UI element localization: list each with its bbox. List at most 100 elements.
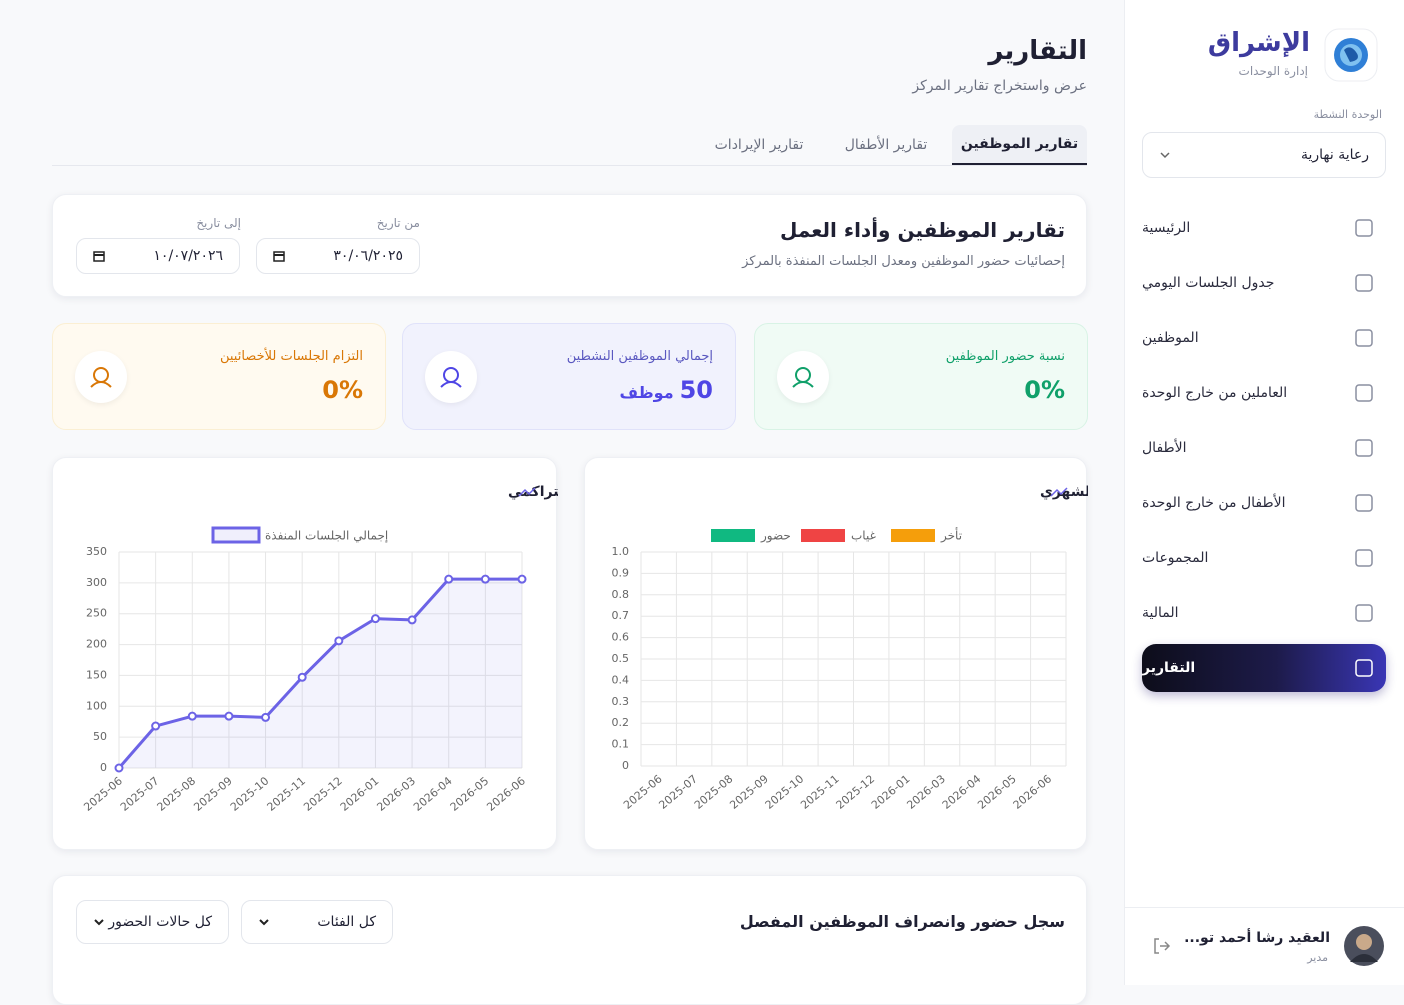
legend-label: حضور — [760, 529, 791, 544]
nav-item[interactable]: جدول الجلسات اليومي — [1142, 259, 1386, 307]
icon — [440, 367, 462, 388]
tab[interactable]: تقارير الإيرادات — [714, 137, 804, 153]
point — [297, 672, 307, 682]
unit-label: الوحدة النشطة — [1313, 108, 1382, 121]
nav-icon — [1355, 329, 1373, 347]
nav-label: المالية — [1142, 605, 1179, 621]
x-tick-label: 2026-04 — [411, 774, 455, 814]
point — [444, 574, 454, 584]
nav-icon — [1355, 549, 1373, 567]
stat-icon — [425, 351, 477, 403]
y-tick-label: 0 — [100, 761, 107, 774]
status-filter[interactable]: كل حالات الحضور — [76, 900, 229, 944]
point — [407, 615, 417, 625]
icon-shape — [1355, 659, 1373, 677]
from-label: من تاريخ — [376, 216, 420, 230]
tab[interactable]: تقارير الأطفال — [844, 137, 928, 153]
y-tick-label: 0 — [622, 759, 629, 772]
x-tick-label: 2026-05 — [975, 772, 1019, 812]
from-date-input[interactable]: ٣٠/٠٦/٢٠٢٥ — [256, 238, 420, 274]
nav-item[interactable]: التقارير — [1142, 644, 1386, 692]
x-tick-label: 2025-07 — [656, 772, 700, 812]
nav-icon — [1355, 604, 1373, 622]
x-tick-label: 2025-08 — [155, 774, 199, 814]
title-icon — [1050, 487, 1068, 497]
y-tick-label: 350 — [86, 545, 107, 558]
icon — [90, 367, 112, 388]
nav-icon — [1355, 494, 1373, 512]
point — [261, 712, 271, 722]
icon-shape — [443, 367, 459, 383]
nav-item[interactable]: الرئيسية — [1142, 204, 1386, 252]
x-tick-label: 2026-05 — [448, 774, 492, 814]
stat-label: التزام الجلسات للأخصائيين — [219, 349, 363, 364]
filter-subtitle: إحصائيات حضور الموظفين ومعدل الجلسات الم… — [742, 254, 1065, 269]
point — [480, 574, 490, 584]
nav-icon — [1355, 659, 1373, 677]
point — [224, 711, 234, 721]
x-tick-label: 2026-03 — [374, 774, 418, 814]
y-tick-label: 1.0 — [612, 545, 630, 558]
x-tick-label: 2025-09 — [191, 774, 235, 814]
stat-icon — [75, 351, 127, 403]
stat-value: 0% — [322, 376, 363, 404]
x-tick-label: 2025-12 — [834, 772, 878, 812]
icon-shape — [1355, 329, 1373, 347]
x-tick-label: 2026-01 — [869, 772, 913, 812]
stat-card: التزام الجلسات للأخصائيين 0% — [52, 323, 386, 430]
x-tick-label: 2026-03 — [904, 772, 948, 812]
nav-item[interactable]: العاملين من خارج الوحدة — [1142, 369, 1386, 417]
to-date-value: ١٠/٠٧/٢٠٢٦ — [153, 248, 223, 264]
filter-title: تقارير الموظفين وأداء العمل — [779, 218, 1065, 242]
stat-value-row: 0% — [1024, 376, 1065, 404]
nav-item[interactable]: الأطفال من خارج الوحدة — [1142, 479, 1386, 527]
nav-icon — [1355, 274, 1373, 292]
legend-swatch — [711, 529, 755, 542]
y-tick-label: 100 — [86, 699, 107, 712]
legend-label: إجمالي الجلسات المنفذة — [265, 529, 388, 543]
user-role: مدير — [1307, 951, 1328, 964]
nav-label: المجموعات — [1142, 550, 1209, 566]
chevron — [259, 919, 269, 926]
x-tick-label: 2025-10 — [763, 772, 807, 812]
brand-subtitle: إدارة الوحدات — [1238, 64, 1308, 78]
icon-shape — [440, 381, 462, 388]
nav-icon — [1355, 384, 1373, 402]
unit-select[interactable]: رعاية نهارية — [1142, 132, 1386, 178]
chevron — [94, 919, 104, 926]
filter-text: كل حالات الحضور — [108, 914, 212, 930]
icon-shape — [93, 367, 109, 383]
to-date-input[interactable]: ١٠/٠٧/٢٠٢٦ — [76, 238, 240, 274]
legend-swatch — [211, 526, 261, 544]
unit-value: رعاية نهارية — [1300, 147, 1369, 163]
nav-item[interactable]: الأطفال — [1142, 424, 1386, 472]
point — [334, 636, 344, 646]
y-tick-label: 0.6 — [612, 631, 630, 644]
x-tick-label: 2025-09 — [727, 772, 771, 812]
chart-title: نمو الجلسات المنفذة التراكمي — [508, 484, 558, 500]
x-tick-label: 2026-01 — [338, 774, 382, 814]
point — [517, 574, 527, 584]
point — [370, 614, 380, 624]
nav-label: التقارير — [1142, 660, 1196, 676]
nav-icon — [1355, 219, 1373, 237]
icon-shape — [1355, 549, 1373, 567]
stat-unit: موظف — [619, 383, 674, 402]
calendar-icon — [273, 251, 285, 262]
filter-text: كل الفئات — [317, 914, 376, 930]
nav-item[interactable]: المالية — [1142, 589, 1386, 637]
icon-shape — [1355, 219, 1373, 237]
chart-title: مخطط نسب حضور الموظفين الشهري — [1040, 484, 1088, 501]
logout-button[interactable] — [1151, 936, 1171, 956]
point — [114, 763, 124, 773]
calendar-icon — [93, 251, 105, 262]
y-tick-label: 0.3 — [612, 695, 630, 708]
tab[interactable]: تقارير الموظفين — [952, 125, 1087, 165]
y-tick-label: 300 — [86, 576, 107, 589]
stat-value: 0% — [1024, 376, 1065, 404]
nav-item[interactable]: المجموعات — [1142, 534, 1386, 582]
x-tick-label: 2025-11 — [798, 772, 842, 812]
category-filter[interactable]: كل الفئات — [241, 900, 393, 944]
nav-item[interactable]: الموظفين — [1142, 314, 1386, 362]
stat-label: نسبة حضور الموظفين — [945, 349, 1065, 364]
